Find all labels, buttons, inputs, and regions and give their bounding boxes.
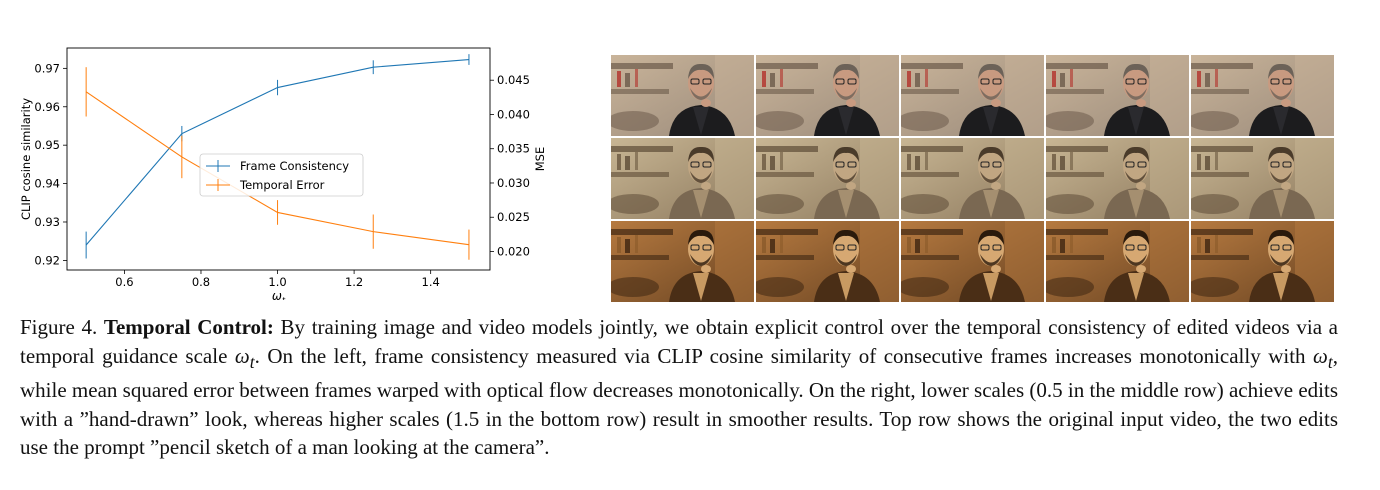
figure-caption: Figure 4. Temporal Control: By training … — [20, 313, 1338, 462]
video-frame — [756, 138, 899, 219]
video-frame — [901, 138, 1044, 219]
legend-box — [199, 153, 364, 197]
y-right-tick-label: 0.040 — [497, 107, 530, 121]
caption-title: Temporal Control: — [103, 315, 274, 339]
y-right-tick-label: 0.020 — [497, 245, 530, 259]
video-frame — [901, 55, 1044, 136]
x-tick-label: 1.2 — [345, 275, 363, 289]
video-frame — [756, 55, 899, 136]
y-left-tick-label: 0.94 — [34, 177, 60, 191]
video-frame — [1191, 138, 1334, 219]
y-left-tick-label: 0.96 — [34, 100, 60, 114]
y-right-axis-label: MSE — [533, 147, 547, 172]
y-left-tick-label: 0.92 — [34, 253, 60, 267]
x-tick-label: 1.4 — [422, 275, 440, 289]
caption-text-1: By training image and video models joint… — [20, 315, 1338, 368]
video-frame — [1046, 221, 1189, 302]
video-frame — [1046, 138, 1189, 219]
axes: 0.6 0.8 1.0 1.2 1.4 ωt 0.92 0.93 0.94 0.95 0.96 0.9… — [19, 47, 547, 300]
y-right-tick-label: 0.045 — [497, 73, 530, 87]
legend-entry-label: Temporal Error — [239, 178, 325, 192]
legend: Frame Consistency Temporal Error — [199, 153, 364, 197]
y-left-axis-label: CLIP cosine similarity — [19, 98, 33, 220]
caption-math-2: ωt — [1313, 343, 1333, 372]
y-right-tick-label: 0.025 — [497, 210, 530, 224]
video-frame — [611, 221, 754, 302]
video-frame — [611, 138, 754, 219]
y-right-tick-label: 0.030 — [497, 176, 530, 190]
video-frame — [1191, 221, 1334, 302]
temporal-control-chart: 0.6 0.8 1.0 1.2 1.4 ωt 0.92 0.93 0.94 0.95 0.96 0.9… — [19, 47, 547, 300]
x-tick-label: 0.6 — [115, 275, 133, 289]
y-right-tick-label: 0.035 — [497, 142, 530, 156]
y-left-tick-label: 0.95 — [34, 138, 60, 152]
video-frames-grid — [611, 55, 1334, 302]
y-left-tick-label: 0.93 — [34, 215, 60, 229]
video-frame — [756, 221, 899, 302]
caption-text-3: , while mean squared error between frame… — [20, 343, 1338, 460]
x-tick-label: 0.8 — [192, 275, 210, 289]
y-left-tick-label: 0.97 — [34, 61, 60, 75]
video-frame — [1191, 55, 1334, 136]
legend-entry-label: Frame Consistency — [240, 159, 349, 173]
video-frame — [611, 55, 754, 136]
plot-frame — [66, 47, 491, 271]
caption-text-2: . On the left, frame consistency measure… — [254, 343, 1314, 368]
x-tick-label: 1.0 — [268, 275, 286, 289]
video-frame — [1046, 55, 1189, 136]
caption-label: Figure 4. — [20, 315, 98, 339]
series-layer — [85, 54, 470, 260]
caption-math-1: ωt — [234, 343, 255, 372]
x-axis-label: ωt — [272, 289, 286, 300]
video-frame — [901, 221, 1044, 302]
